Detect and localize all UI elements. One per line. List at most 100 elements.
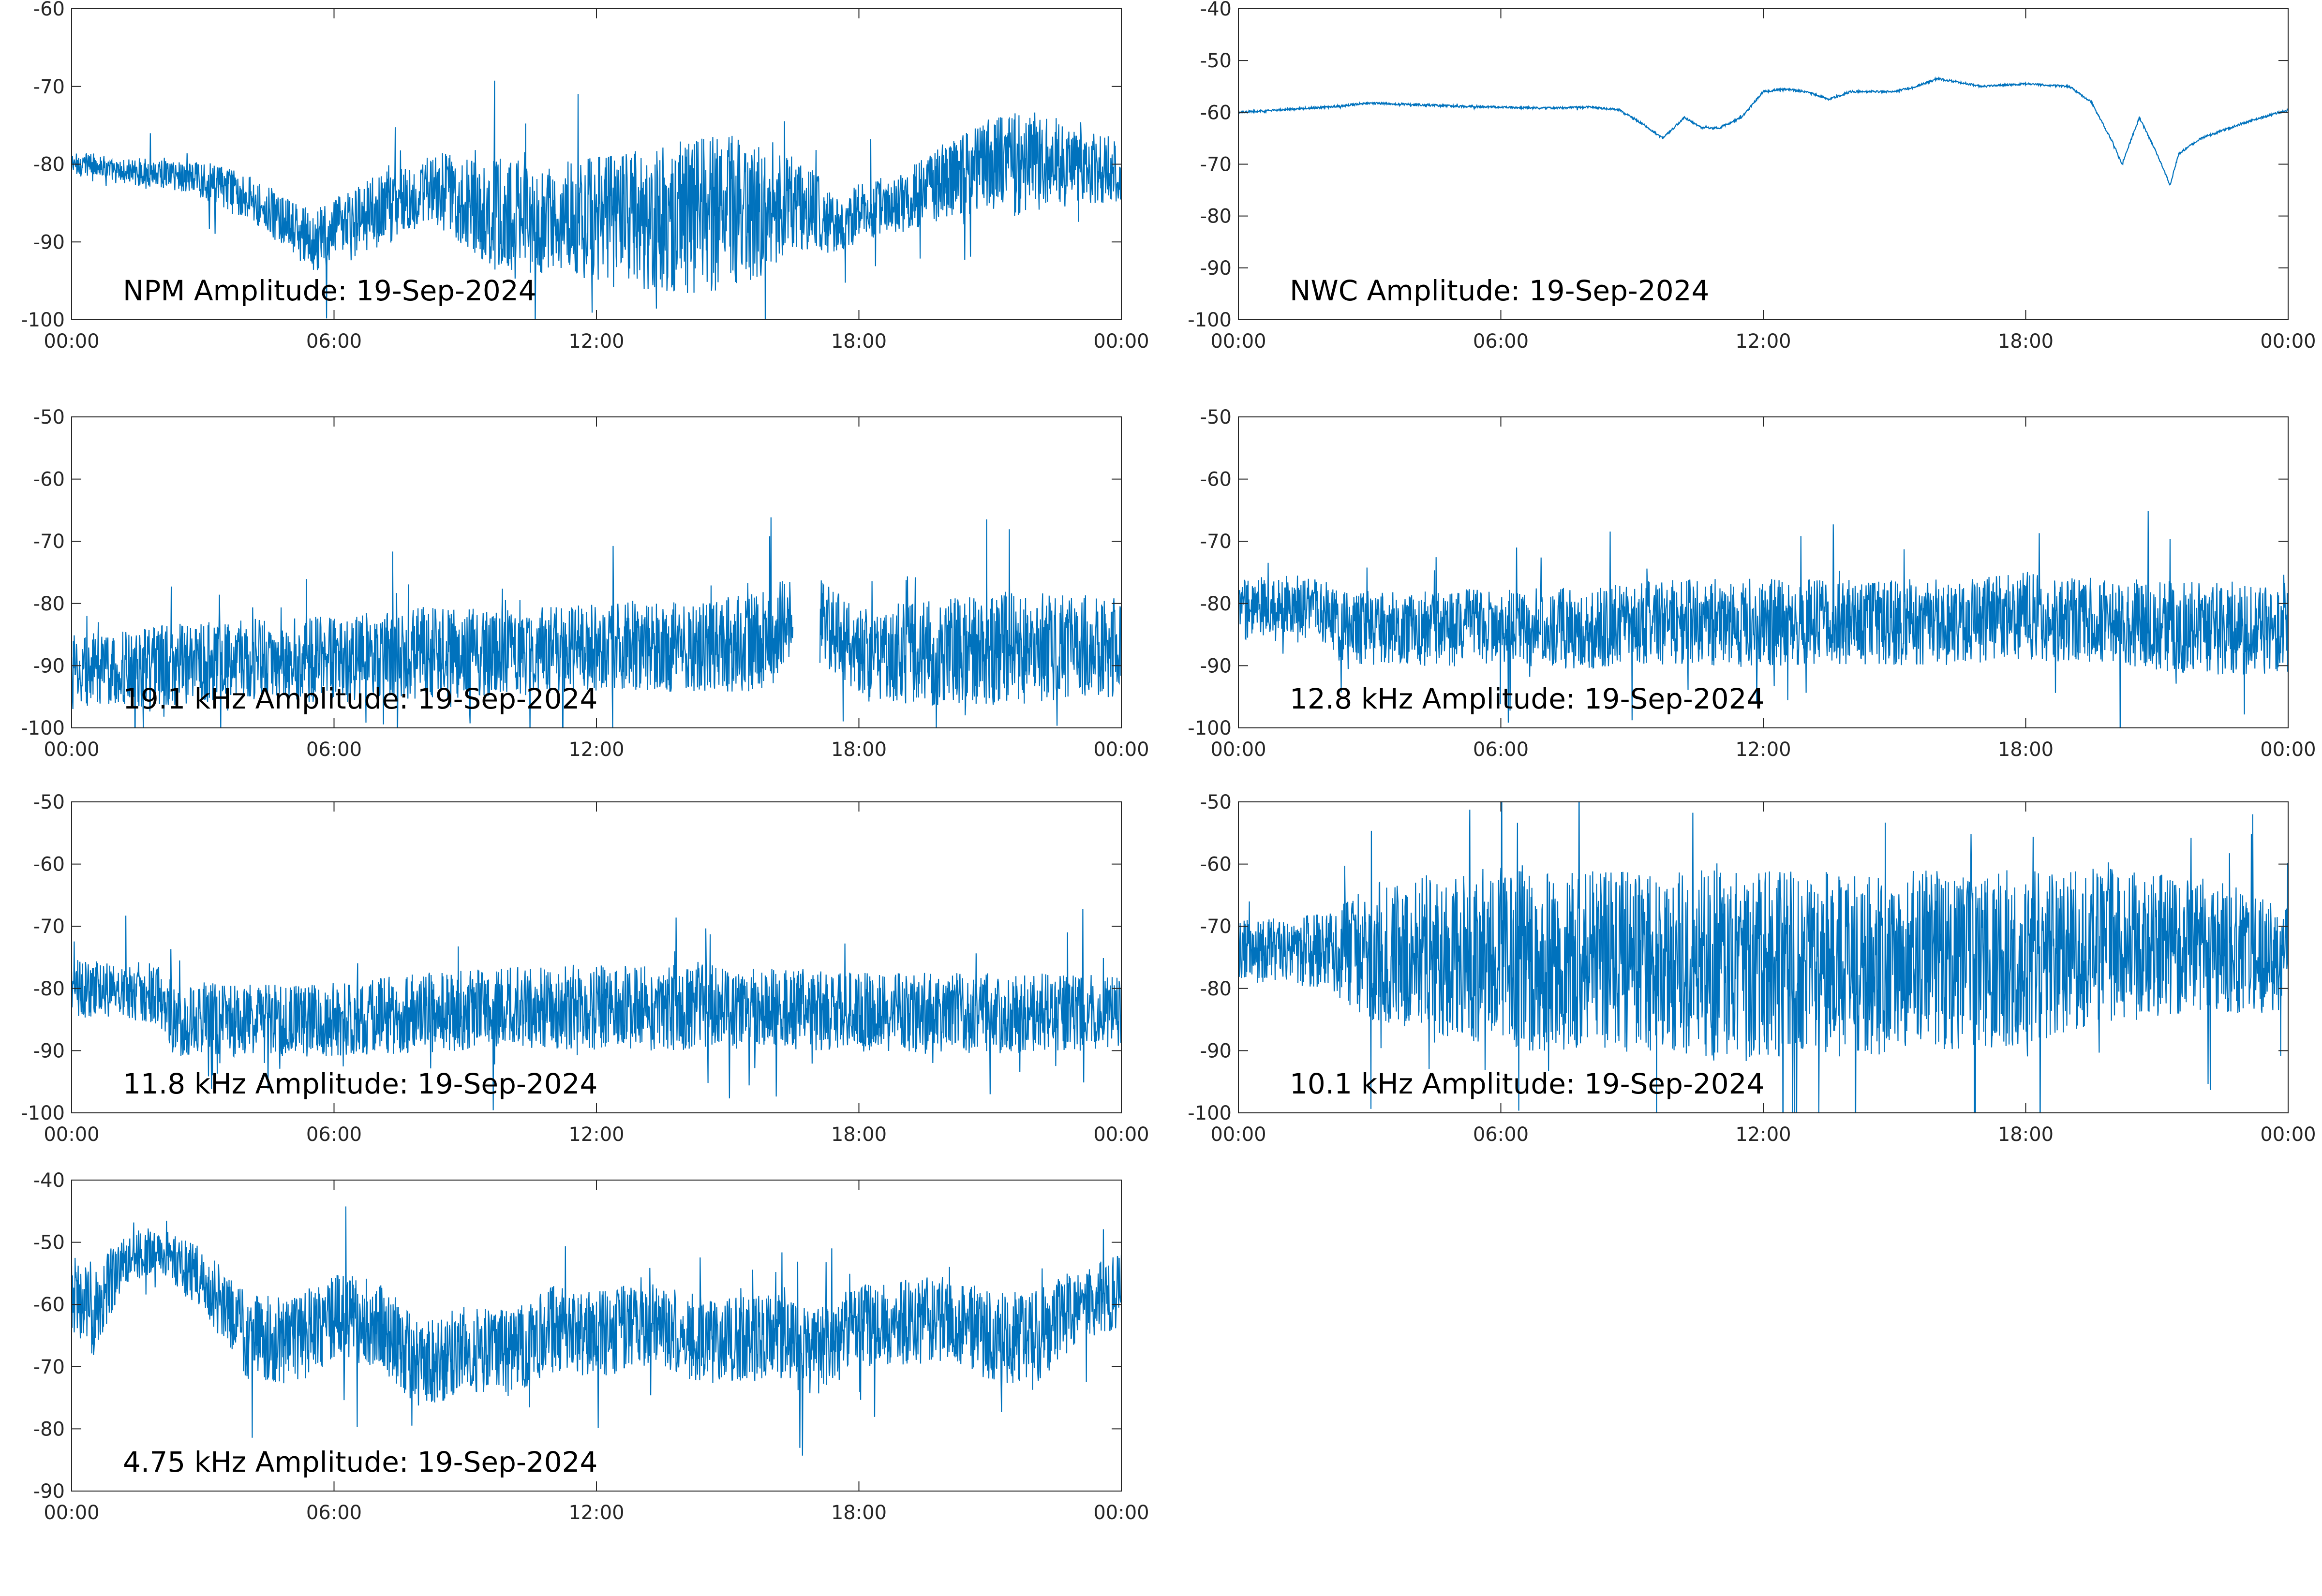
y-tick-label: -80 (33, 154, 65, 176)
x-tick-label: 00:00 (44, 330, 99, 353)
x-tick-label: 00:00 (1093, 1123, 1149, 1146)
y-tick-label: -100 (1188, 309, 1232, 331)
x-tick-label: 06:00 (306, 330, 362, 353)
y-tick-label: -70 (1200, 916, 1232, 938)
y-tick-label: -100 (21, 717, 65, 739)
x-tick-label: 12:00 (1735, 739, 1791, 761)
y-tick-label: -50 (33, 1232, 65, 1254)
panel-title: 11.8 kHz Amplitude: 19-Sep-2024 (123, 1067, 597, 1100)
series-line-7-1 (72, 1206, 1121, 1456)
x-tick-label: 00:00 (1210, 739, 1266, 761)
y-tick-label: -100 (21, 1102, 65, 1124)
y-tick-label: -80 (33, 978, 65, 1000)
y-tick-label: -60 (33, 1294, 65, 1316)
y-tick-label: -80 (1200, 206, 1232, 228)
y-tick-label: -70 (33, 916, 65, 938)
x-tick-label: 18:00 (831, 330, 887, 353)
x-tick-label: 00:00 (1093, 739, 1149, 761)
panel-title: 4.75 kHz Amplitude: 19-Sep-2024 (123, 1446, 597, 1478)
y-tick-label: -80 (33, 593, 65, 615)
x-tick-label: 06:00 (1473, 1123, 1529, 1146)
x-tick-label: 00:00 (44, 739, 99, 761)
y-tick-label: -80 (33, 1418, 65, 1440)
series-line-5-1 (72, 909, 1121, 1110)
panel-title: 12.8 kHz Amplitude: 19-Sep-2024 (1290, 682, 1764, 715)
panel-title: NWC Amplitude: 19-Sep-2024 (1290, 274, 1709, 307)
y-tick-label: -40 (1200, 0, 1232, 20)
y-tick-label: -50 (33, 791, 65, 813)
y-tick-label: -60 (33, 469, 65, 491)
x-tick-label: 00:00 (1210, 330, 1266, 353)
y-tick-label: -80 (1200, 593, 1232, 615)
series-line-3-1 (72, 517, 1121, 728)
y-tick-label: -70 (33, 76, 65, 98)
y-tick-label: -100 (1188, 1102, 1232, 1124)
x-tick-label: 00:00 (44, 1123, 99, 1146)
series-line-4-1 (1238, 511, 2288, 728)
y-tick-label: -80 (1200, 978, 1232, 1000)
x-tick-label: 06:00 (306, 1123, 362, 1146)
x-tick-label: 00:00 (1093, 1502, 1149, 1524)
x-tick-label: 12:00 (568, 330, 624, 353)
series-line-6-1 (1238, 802, 2288, 1113)
panel-title: 19.1 kHz Amplitude: 19-Sep-2024 (123, 682, 597, 715)
x-tick-label: 18:00 (831, 1123, 887, 1146)
y-tick-label: -90 (33, 231, 65, 253)
series-line-1-1 (72, 80, 1121, 320)
y-tick-label: -70 (33, 531, 65, 553)
x-tick-label: 00:00 (1093, 330, 1149, 353)
y-tick-label: -50 (1200, 791, 1232, 813)
x-tick-label: 18:00 (1998, 739, 2054, 761)
y-tick-label: -50 (1200, 50, 1232, 72)
y-tick-label: -60 (33, 0, 65, 20)
y-tick-label: -70 (1200, 531, 1232, 553)
x-tick-label: 12:00 (1735, 1123, 1791, 1146)
y-tick-label: -90 (1200, 1040, 1232, 1062)
x-tick-label: 00:00 (1210, 1123, 1266, 1146)
panel-title: 10.1 kHz Amplitude: 19-Sep-2024 (1290, 1067, 1764, 1100)
series-line-2-1 (1238, 76, 2288, 186)
y-tick-label: -60 (1200, 854, 1232, 876)
x-tick-label: 12:00 (1735, 330, 1791, 353)
y-tick-label: -90 (33, 1040, 65, 1062)
y-tick-label: -90 (33, 1480, 65, 1503)
y-tick-label: -50 (33, 406, 65, 429)
y-tick-label: -100 (21, 309, 65, 331)
x-tick-label: 12:00 (568, 1502, 624, 1524)
y-tick-label: -60 (33, 854, 65, 876)
x-tick-label: 06:00 (306, 739, 362, 761)
y-tick-label: -70 (33, 1356, 65, 1378)
y-tick-label: -70 (1200, 154, 1232, 176)
panel-title: NPM Amplitude: 19-Sep-2024 (123, 274, 536, 307)
x-tick-label: 06:00 (1473, 739, 1529, 761)
x-tick-label: 06:00 (1473, 330, 1529, 353)
x-tick-label: 00:00 (2260, 330, 2316, 353)
y-tick-label: -90 (1200, 655, 1232, 677)
x-tick-label: 00:00 (2260, 1123, 2316, 1146)
y-tick-label: -50 (1200, 406, 1232, 429)
x-tick-label: 18:00 (831, 739, 887, 761)
x-tick-label: 18:00 (1998, 330, 2054, 353)
y-tick-label: -100 (1188, 717, 1232, 739)
x-tick-label: 06:00 (306, 1502, 362, 1524)
y-tick-label: -90 (33, 655, 65, 677)
x-tick-label: 12:00 (568, 1123, 624, 1146)
y-tick-label: -60 (1200, 102, 1232, 124)
y-tick-label: -60 (1200, 469, 1232, 491)
x-tick-label: 18:00 (831, 1502, 887, 1524)
y-tick-label: -40 (33, 1169, 65, 1192)
x-tick-label: 00:00 (2260, 739, 2316, 761)
x-tick-label: 12:00 (568, 739, 624, 761)
x-tick-label: 00:00 (44, 1502, 99, 1524)
x-tick-label: 18:00 (1998, 1123, 2054, 1146)
